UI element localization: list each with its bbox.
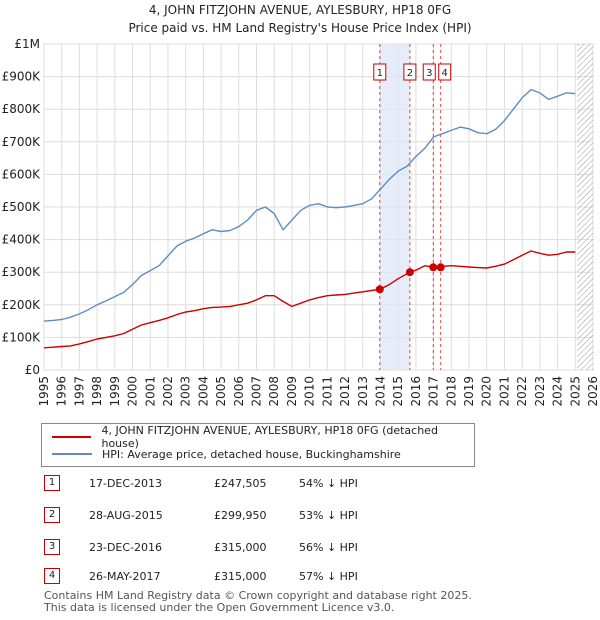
x-tick-label: 2011 (320, 376, 334, 407)
x-tick-label: 2022 (515, 376, 529, 407)
sale-badge-box (422, 63, 436, 81)
chart-title: 4, JOHN FITZJOHN AVENUE, AYLESBURY, HP18… (149, 3, 451, 17)
legend-item-property: 4, JOHN FITZJOHN AVENUE, AYLESBURY, HP18… (52, 424, 474, 450)
x-tick-label: 2023 (533, 376, 547, 407)
sale-point (405, 268, 414, 277)
sale-point (429, 263, 438, 272)
y-tick-label: £800K (2, 102, 42, 116)
y-tick-label: £600K (2, 167, 42, 181)
x-tick-label: 2000 (126, 376, 140, 407)
x-tick-label: 2026 (586, 376, 600, 407)
sale-price: £247,505 (214, 477, 267, 490)
y-tick-label: £900K (2, 70, 42, 84)
x-tick-label: 2017 (427, 376, 441, 407)
x-tick-label: 2005 (214, 376, 228, 407)
sale-hpi-diff: 53% ↓ HPI (299, 509, 358, 522)
sale-hpi-diff: 54% ↓ HPI (299, 477, 358, 490)
x-tick-label: 1999 (108, 376, 122, 407)
x-tick-label: 1998 (90, 376, 104, 407)
x-tick-label: 2015 (391, 376, 405, 407)
sale-number-badge: 4 (44, 568, 60, 584)
x-tick-label: 2018 (444, 376, 458, 407)
property-price-line (44, 250, 576, 349)
y-tick-label: £100K (2, 330, 42, 344)
sale-badge-number: 1 (377, 68, 383, 79)
forecast-hatch (577, 44, 593, 370)
sale-date: 28-AUG-2015 (89, 509, 163, 522)
sale-date: 23-DEC-2016 (89, 541, 163, 554)
x-tick-label: 2021 (497, 376, 511, 407)
price-chart: 4, JOHN FITZJOHN AVENUE, AYLESBURY, HP18… (2, 3, 600, 407)
legend: 4, JOHN FITZJOHN AVENUE, AYLESBURY, HP18… (41, 423, 475, 467)
sale-price: £299,950 (214, 509, 267, 522)
x-tick-label: 2009 (285, 376, 299, 407)
chart-subtitle: Price paid vs. HM Land Registry's House … (128, 21, 471, 35)
legend-swatch-hpi (52, 453, 92, 455)
y-tick-label: £700K (2, 135, 42, 149)
legend-label-hpi: HPI: Average price, detached house, Buck… (102, 447, 401, 461)
y-tick-label: £1M (14, 37, 40, 51)
x-tick-label: 2002 (161, 376, 175, 407)
x-tick-label: 2010 (303, 376, 317, 407)
sale-hpi-diff: 57% ↓ HPI (299, 570, 358, 583)
legend-label-property: 4, JOHN FITZJOHN AVENUE, AYLESBURY, HP18… (101, 424, 438, 450)
sale-badge-box (403, 63, 417, 81)
sale-badge-box (438, 63, 452, 81)
legend-item-hpi: HPI: Average price, detached house, Buck… (52, 446, 401, 462)
footer-copyright: Contains HM Land Registry data © Crown c… (44, 589, 472, 602)
sale-number-badge: 1 (44, 475, 60, 491)
sale-number-badge: 3 (44, 539, 60, 555)
x-tick-label: 2019 (462, 376, 476, 407)
x-tick-label: 2006 (232, 376, 246, 407)
sale-date: 26-MAY-2017 (89, 570, 161, 583)
x-tick-label: 2007 (250, 376, 264, 407)
sale-badge-number: 2 (407, 68, 413, 79)
x-tick-label: 2024 (551, 376, 565, 407)
sale-point (436, 263, 445, 272)
x-tick-label: 2001 (143, 376, 157, 407)
x-tick-label: 2003 (179, 376, 193, 407)
x-tick-label: 2008 (267, 376, 281, 407)
x-tick-label: 1997 (72, 376, 86, 407)
x-tick-label: 2016 (409, 376, 423, 407)
sale-badge-number: 4 (442, 68, 448, 79)
x-tick-label: 1995 (37, 376, 51, 407)
x-tick-label: 2012 (338, 376, 352, 407)
y-tick-label: £200K (2, 298, 42, 312)
sale-badge-box (373, 63, 387, 81)
legend-swatch-property (52, 436, 92, 438)
y-tick-label: £400K (2, 233, 42, 247)
x-tick-label: 2014 (373, 376, 387, 407)
sale-price: £315,000 (214, 570, 267, 583)
sale-date: 17-DEC-2013 (89, 477, 163, 490)
y-tick-label: £300K (2, 265, 42, 279)
hpi-line (44, 88, 576, 322)
x-tick-label: 2020 (480, 376, 494, 407)
x-tick-label: 1996 (55, 376, 69, 407)
x-tick-label: 2025 (568, 376, 582, 407)
footer-license: This data is licensed under the Open Gov… (44, 601, 395, 614)
x-tick-label: 2004 (196, 376, 210, 407)
sale-point (375, 285, 384, 294)
x-tick-label: 2013 (356, 376, 370, 407)
sale-hpi-diff: 56% ↓ HPI (299, 541, 358, 554)
shaded-period (379, 44, 410, 370)
y-tick-label: £500K (2, 200, 42, 214)
sale-price: £315,000 (214, 541, 267, 554)
sale-number-badge: 2 (44, 507, 60, 523)
y-tick-label: £0 (25, 363, 40, 377)
sale-badge-number: 3 (426, 68, 432, 79)
